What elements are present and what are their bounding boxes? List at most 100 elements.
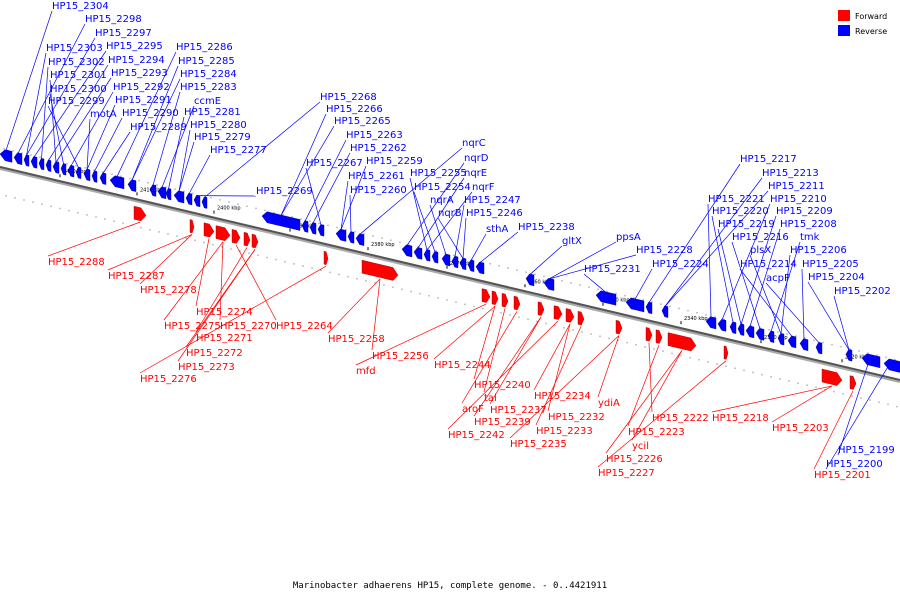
gene-label[interactable]: HP15_2283 xyxy=(180,82,237,93)
gene-label[interactable]: HP15_2256 xyxy=(372,351,429,362)
gene-label[interactable]: nqrC xyxy=(462,138,486,149)
reverse-gene-arrow[interactable] xyxy=(67,165,75,178)
gene-label[interactable]: HP15_2234 xyxy=(534,391,591,402)
gene-label[interactable]: HP15_2265 xyxy=(334,116,391,127)
gene-label[interactable]: HP15_2218 xyxy=(712,413,769,424)
gene-label[interactable]: HP15_2261 xyxy=(348,171,405,182)
forward-gene-arrow[interactable] xyxy=(513,295,521,311)
gene-label[interactable]: HP15_2219 xyxy=(718,219,775,230)
gene-label[interactable]: HP15_2274 xyxy=(196,307,253,318)
gene-label[interactable]: HP15_2301 xyxy=(50,70,107,81)
reverse-gene-arrow[interactable] xyxy=(201,196,208,209)
forward-gene-arrow[interactable] xyxy=(667,332,697,352)
gene-label[interactable]: HP15_2226 xyxy=(606,454,663,465)
reverse-gene-arrow[interactable] xyxy=(745,325,755,339)
gene-label[interactable]: HP15_2300 xyxy=(50,84,107,95)
gene-label[interactable]: HP15_2277 xyxy=(210,145,267,156)
forward-gene-arrow[interactable] xyxy=(251,233,259,249)
gene-label[interactable]: HP15_2238 xyxy=(518,222,575,233)
reverse-gene-arrow[interactable] xyxy=(38,158,45,171)
forward-gene-arrow[interactable] xyxy=(189,219,195,234)
forward-gene-arrow[interactable] xyxy=(243,231,251,247)
gene-label[interactable]: aroF xyxy=(462,404,484,415)
gene-label[interactable]: HP15_2259 xyxy=(366,156,423,167)
reverse-gene-arrow[interactable] xyxy=(13,152,23,165)
forward-gene-arrow[interactable] xyxy=(645,327,653,342)
gene-label[interactable]: HP15_2267 xyxy=(306,158,363,169)
gene-label[interactable]: gltX xyxy=(562,236,582,247)
forward-gene-arrow[interactable] xyxy=(723,345,729,360)
forward-gene-arrow[interactable] xyxy=(323,250,329,265)
gene-label[interactable]: HP15_2285 xyxy=(178,56,235,67)
reverse-gene-arrow[interactable] xyxy=(83,168,91,182)
reverse-gene-arrow[interactable] xyxy=(451,255,459,269)
gene-label[interactable]: HP15_2200 xyxy=(826,459,883,470)
reverse-gene-arrow[interactable] xyxy=(309,222,317,235)
gene-label[interactable]: HP15_2275 xyxy=(164,321,221,332)
reverse-gene-arrow[interactable] xyxy=(777,333,785,346)
forward-gene-arrow[interactable] xyxy=(537,301,545,316)
reverse-gene-arrow[interactable] xyxy=(705,316,717,330)
gene-label[interactable]: nqrA xyxy=(430,195,454,206)
gene-label[interactable]: HP15_2213 xyxy=(762,168,819,179)
gene-label[interactable]: HP15_2202 xyxy=(834,286,891,297)
reverse-gene-arrow[interactable] xyxy=(99,172,107,185)
gene-label[interactable]: ydiA xyxy=(598,398,620,409)
gene-label[interactable]: HP15_2262 xyxy=(350,143,407,154)
gene-label[interactable]: HP15_2292 xyxy=(113,82,170,93)
gene-label[interactable]: HP15_2237 xyxy=(490,405,547,416)
reverse-gene-arrow[interactable] xyxy=(459,257,467,271)
reverse-gene-arrow[interactable] xyxy=(165,188,172,201)
forward-gene-arrow[interactable] xyxy=(133,205,147,222)
reverse-gene-arrow[interactable] xyxy=(91,170,98,183)
gene-label[interactable]: motA xyxy=(90,109,117,120)
reverse-gene-arrow[interactable] xyxy=(431,251,439,264)
gene-label[interactable]: HP15_2244 xyxy=(434,360,491,371)
gene-label[interactable]: HP15_2211 xyxy=(768,181,825,192)
gene-label[interactable]: HP15_2304 xyxy=(52,1,109,12)
reverse-gene-arrow[interactable] xyxy=(645,301,653,315)
gene-label[interactable]: HP15_2246 xyxy=(466,208,523,219)
reverse-gene-arrow[interactable] xyxy=(475,261,485,275)
gene-label[interactable]: HP15_2273 xyxy=(178,362,235,373)
gene-label[interactable]: HP15_2214 xyxy=(740,259,797,270)
gene-label[interactable]: HP15_2271 xyxy=(196,333,253,344)
gene-label[interactable]: ccmE xyxy=(194,96,221,107)
gene-label[interactable]: HP15_2199 xyxy=(838,445,895,456)
forward-gene-arrow[interactable] xyxy=(203,222,215,238)
reverse-gene-arrow[interactable] xyxy=(149,184,157,197)
gene-label[interactable]: HP15_2278 xyxy=(140,285,197,296)
gene-label[interactable]: HP15_2270 xyxy=(220,321,277,332)
gene-label[interactable]: mfd xyxy=(356,366,376,377)
forward-gene-arrow[interactable] xyxy=(491,290,499,305)
gene-label[interactable]: tmk xyxy=(800,232,820,243)
gene-label[interactable]: HP15_2208 xyxy=(780,219,837,230)
gene-label[interactable]: HP15_2286 xyxy=(176,42,233,53)
forward-gene-arrow[interactable] xyxy=(553,305,563,320)
gene-label[interactable]: HP15_2266 xyxy=(326,104,383,115)
forward-gene-arrow[interactable] xyxy=(231,229,241,244)
gene-label[interactable]: plsX xyxy=(750,245,771,256)
reverse-gene-arrow[interactable] xyxy=(737,323,745,336)
forward-gene-arrow[interactable] xyxy=(361,259,399,281)
gene-label[interactable]: HP15_2205 xyxy=(802,259,859,270)
gene-label[interactable]: ycil xyxy=(632,441,649,452)
gene-label[interactable]: HP15_2269 xyxy=(256,186,313,197)
gene-label[interactable]: HP15_2221 xyxy=(708,194,765,205)
reverse-gene-arrow[interactable] xyxy=(30,156,38,169)
gene-label[interactable]: HP15_2290 xyxy=(122,108,179,119)
gene-label[interactable]: acpP xyxy=(766,273,790,284)
reverse-gene-arrow[interactable] xyxy=(767,330,775,343)
gene-label[interactable]: HP15_2233 xyxy=(536,426,593,437)
gene-label[interactable]: HP15_2209 xyxy=(776,206,833,217)
reverse-gene-arrow[interactable] xyxy=(661,305,669,318)
forward-gene-arrow[interactable] xyxy=(655,329,663,344)
reverse-gene-arrow[interactable] xyxy=(799,338,809,351)
gene-label[interactable]: HP15_2280 xyxy=(190,120,247,131)
reverse-gene-arrow[interactable] xyxy=(845,349,853,362)
reverse-gene-arrow[interactable] xyxy=(423,249,431,262)
gene-label[interactable]: HP15_2279 xyxy=(194,132,251,143)
gene-label[interactable]: HP15_2281 xyxy=(184,107,241,118)
reverse-gene-arrow[interactable] xyxy=(441,253,451,267)
reverse-gene-arrow[interactable] xyxy=(173,190,185,204)
